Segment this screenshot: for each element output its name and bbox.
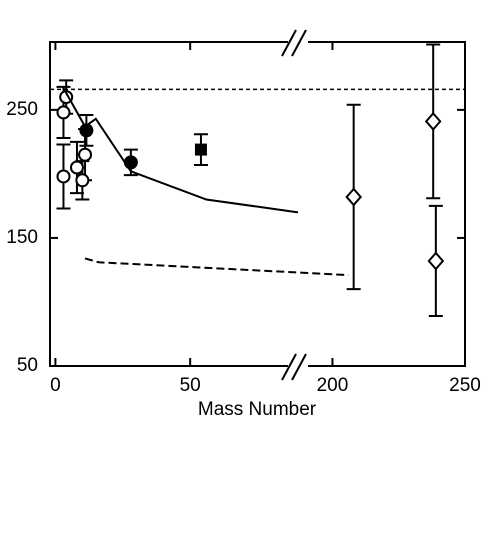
- plot-area: [49, 29, 466, 381]
- x-axis-label: Mass Number: [198, 399, 317, 420]
- x-tick-label: 200: [317, 375, 349, 396]
- point: [345, 187, 362, 207]
- point: [56, 105, 71, 120]
- point: [75, 173, 90, 188]
- y-tick-label: 150: [6, 227, 38, 248]
- axis-break-gap: [288, 358, 308, 374]
- axis-break-gap: [288, 34, 308, 50]
- point: [69, 160, 84, 175]
- point: [194, 143, 207, 156]
- y-tick-label: 50: [17, 355, 38, 376]
- axis-break-mark: [281, 29, 307, 381]
- x-tick-label: 250: [449, 375, 481, 396]
- point: [56, 169, 71, 184]
- point: [78, 147, 93, 162]
- plot-frame: [49, 41, 466, 367]
- x-tick-label: 0: [50, 375, 61, 396]
- point: [424, 111, 442, 131]
- y-tick-label: 250: [6, 99, 38, 120]
- line: [62, 87, 299, 214]
- point: [427, 251, 445, 271]
- line: [84, 257, 349, 277]
- x-tick-label: 50: [180, 375, 201, 396]
